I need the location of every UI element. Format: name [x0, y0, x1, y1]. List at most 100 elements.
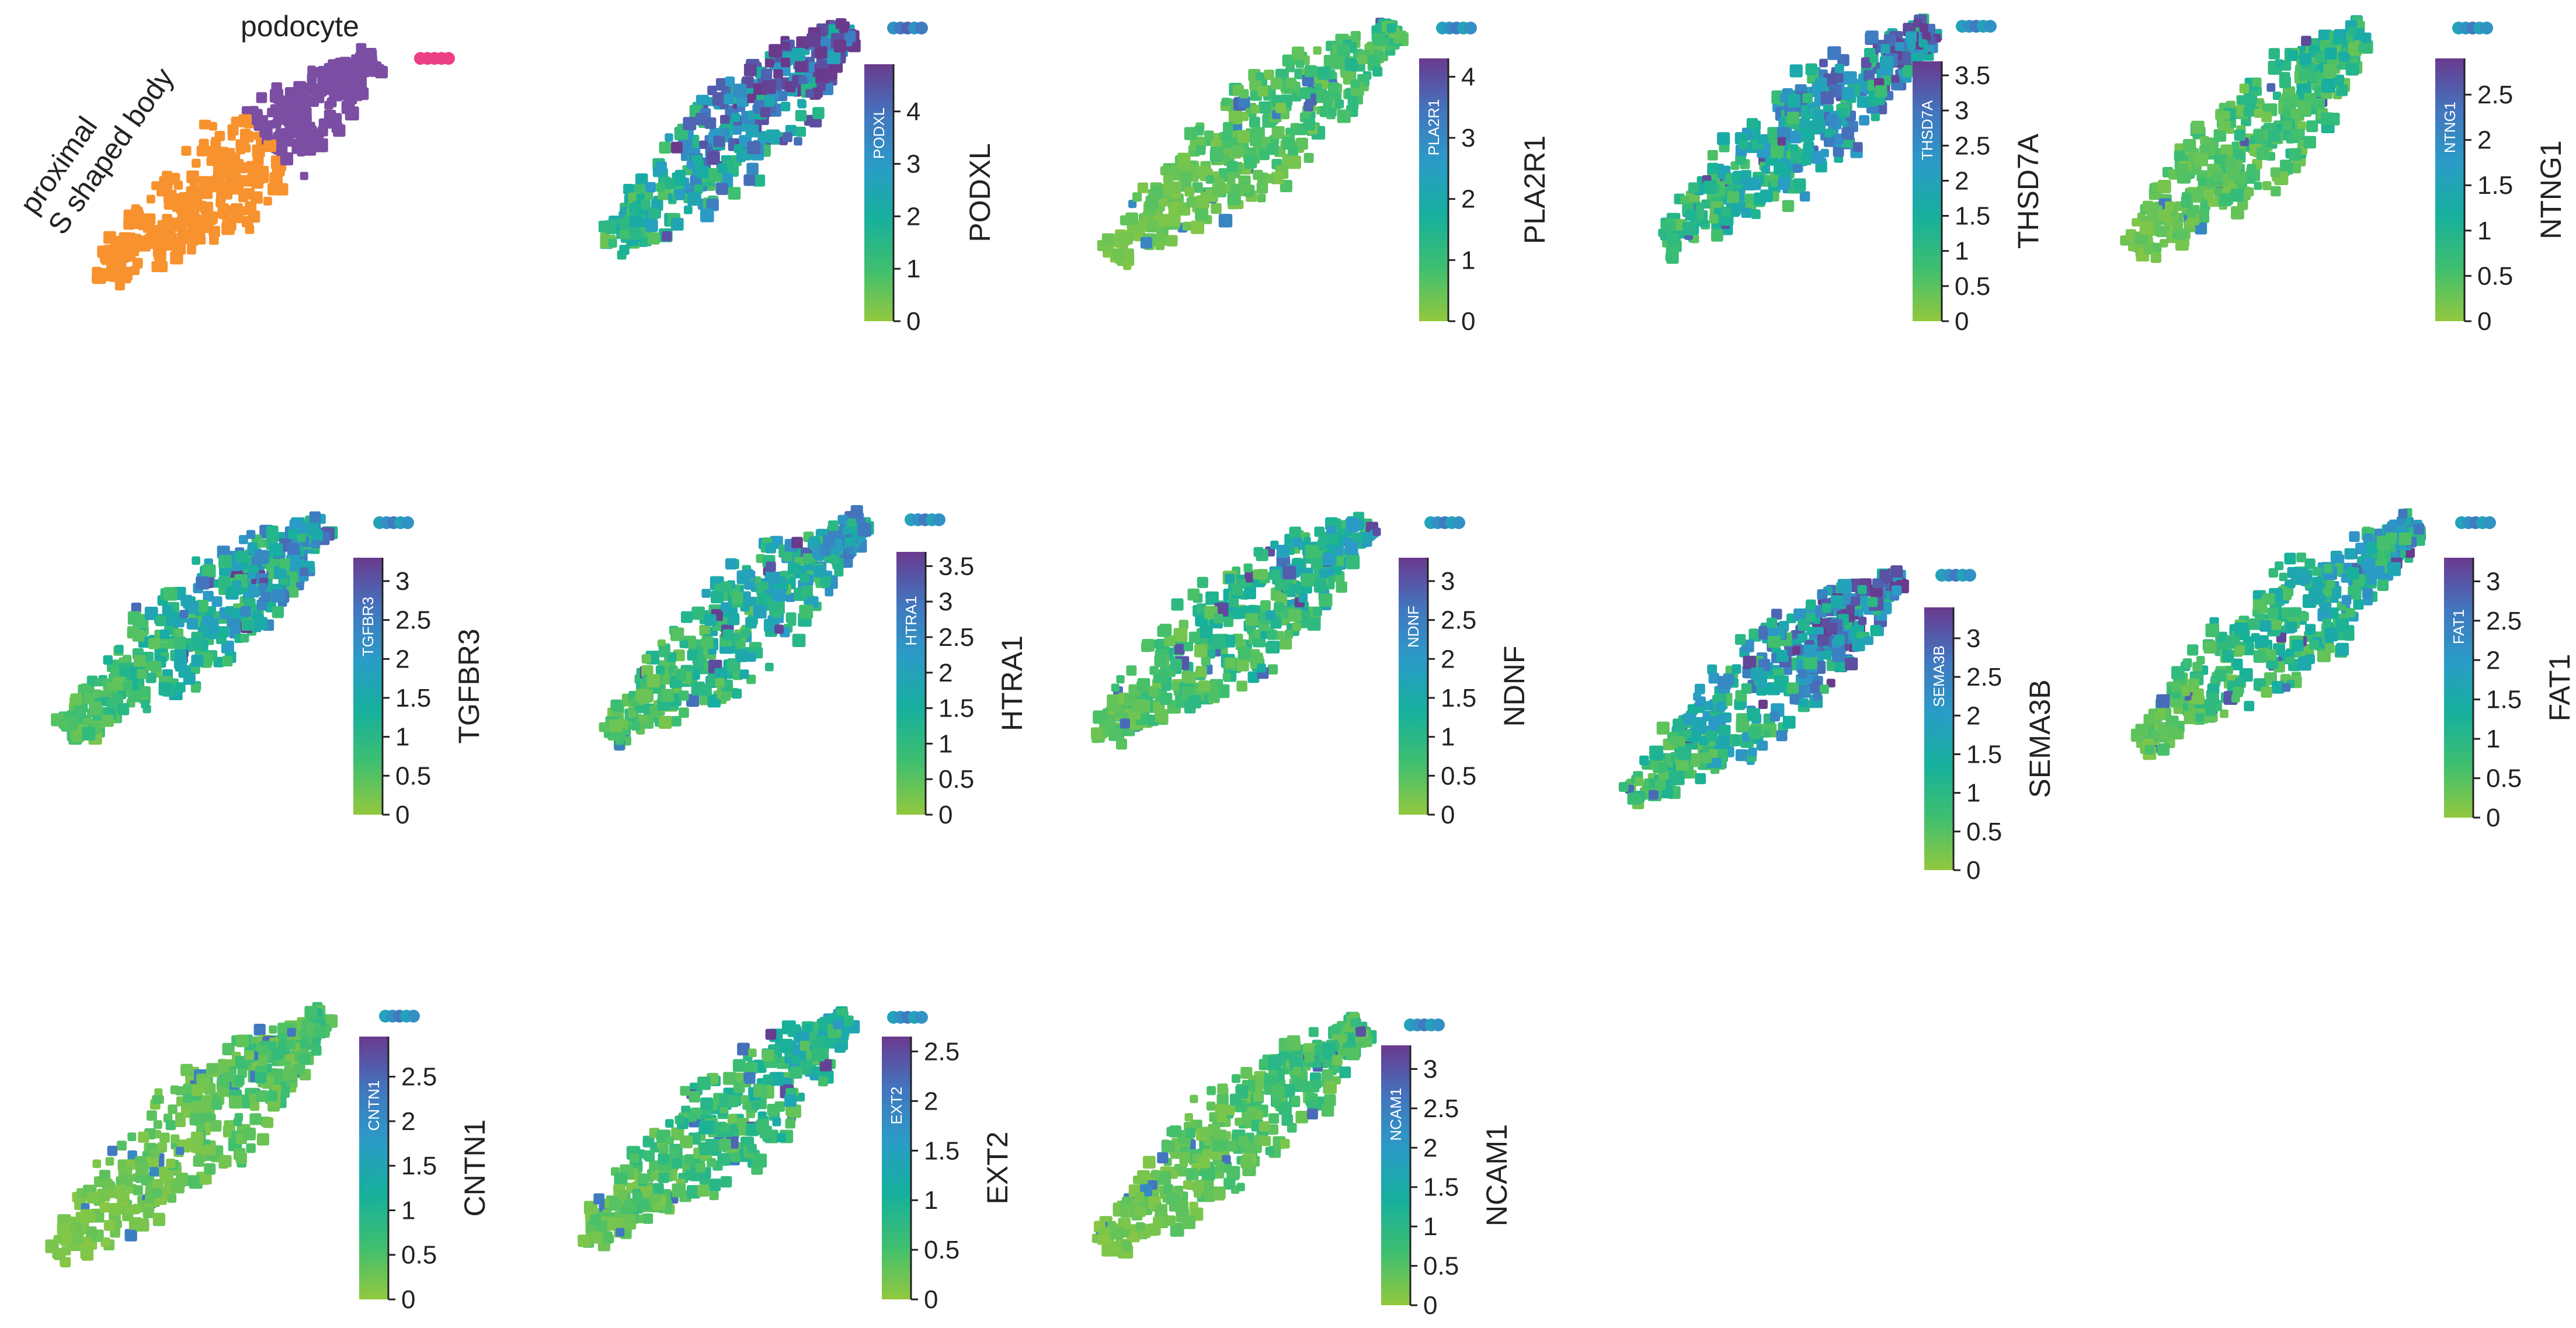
- scatter-point: [80, 1209, 95, 1223]
- colorbar-tick-label: 1.5: [401, 1152, 437, 1180]
- scatter-point: [733, 144, 743, 154]
- scatter-point: [732, 689, 742, 699]
- scatter-point: [1857, 585, 1867, 595]
- colorbar-tick-label: 1.5: [938, 694, 974, 723]
- scatter-point: [686, 161, 695, 169]
- scatter-point: [1864, 635, 1873, 645]
- scatter-point: [191, 655, 204, 667]
- scatter-point: [1699, 219, 1708, 228]
- scatter-point: [1792, 646, 1800, 655]
- scatter-point: [1452, 516, 1465, 529]
- scatter-point: [186, 228, 197, 239]
- colorbar-inner-label: TGFBR3: [359, 597, 377, 657]
- scatter-point: [701, 636, 714, 649]
- scatter-point: [200, 201, 213, 215]
- scatter-point: [1304, 65, 1317, 78]
- colorbar-tick-label: 1: [395, 723, 409, 752]
- scatter-point: [1682, 729, 1692, 738]
- scatter-point: [646, 674, 660, 688]
- scatter-point: [1226, 176, 1236, 185]
- scatter-point: [1773, 162, 1787, 175]
- scatter-point: [2174, 150, 2185, 162]
- scatter-point: [2326, 580, 2335, 589]
- scatter-point: [2279, 76, 2291, 88]
- scatter-point: [208, 623, 219, 634]
- scatter-point: [659, 141, 672, 154]
- scatter-point: [340, 85, 354, 98]
- scatter-point: [629, 203, 640, 214]
- scatter-point: [2348, 42, 2362, 56]
- colorbar-tick-label: 0: [906, 307, 920, 336]
- scatter-point: [127, 626, 140, 639]
- scatter-point: [753, 174, 766, 187]
- scatter-point: [2322, 618, 2332, 628]
- scatter-point: [683, 206, 693, 214]
- scatter-point: [815, 69, 829, 84]
- gene-label: PLA2R1: [1518, 135, 1551, 244]
- colorbar-tick-label: 2: [1955, 166, 1969, 195]
- scatter-point: [253, 1024, 266, 1036]
- scatter-point: [599, 722, 609, 732]
- scatter-point: [1204, 130, 1214, 140]
- scatter-point: [1817, 589, 1828, 600]
- scatter-point: [1284, 630, 1294, 639]
- scatter-point: [812, 547, 822, 557]
- scatter-point: [1257, 569, 1268, 580]
- scatter-point: [198, 176, 213, 190]
- scatter-point: [153, 1120, 162, 1129]
- scatter-point: [2301, 36, 2311, 46]
- scatter-point: [1791, 150, 1804, 164]
- scatter-point: [211, 596, 223, 607]
- scatter-point: [182, 213, 193, 224]
- scatter-point: [2244, 105, 2255, 117]
- detached-cluster: [1935, 569, 1976, 582]
- scatter-point: [2323, 64, 2337, 78]
- scatter-points: [1618, 565, 1909, 809]
- scatter-point: [1821, 650, 1832, 660]
- scatter-point: [233, 1117, 242, 1127]
- scatter-point: [1270, 569, 1281, 580]
- scatter-point: [1237, 96, 1250, 109]
- scatter-point: [1179, 620, 1188, 630]
- scatter-point: [113, 251, 123, 260]
- scatter-points: [599, 505, 874, 751]
- colorbar-tick-label: 2.5: [1966, 663, 2002, 691]
- scatter-point: [401, 516, 414, 529]
- scatter-point: [2253, 128, 2262, 137]
- scatter-point: [1817, 634, 1829, 646]
- scatter-point: [1282, 566, 1296, 580]
- scatter-point: [2233, 686, 2243, 697]
- scatter-point: [1128, 200, 1137, 208]
- scatter-point: [1336, 581, 1347, 593]
- scatter-point: [1748, 628, 1758, 638]
- colorbar-inner-label: HTRA1: [902, 596, 920, 645]
- scatter-point: [1834, 64, 1844, 74]
- scatter-point: [1298, 593, 1308, 603]
- scatter-point: [1774, 675, 1785, 686]
- scatter-point: [1108, 727, 1122, 741]
- scatter-point: [1803, 148, 1813, 157]
- scatter-point: [1223, 617, 1233, 627]
- colorbar-tick-label: 0.5: [938, 765, 974, 794]
- scatter-point: [1720, 206, 1731, 217]
- scatter-point: [2157, 708, 2167, 718]
- scatter-point: [609, 719, 623, 733]
- scatter-point: [798, 100, 806, 109]
- scatter-point: [2413, 524, 2425, 535]
- scatter-point: [300, 172, 308, 180]
- scatter-point: [1237, 646, 1251, 660]
- scatter-point: [2338, 51, 2348, 61]
- scatter-point: [1327, 107, 1337, 117]
- scatter-point: [314, 138, 328, 152]
- scatter-point: [815, 46, 828, 59]
- scatter-point: [294, 1063, 305, 1075]
- scatter-point: [2299, 53, 2312, 65]
- scatter-point: [1195, 145, 1206, 155]
- colorbar-tick-label: 0.5: [1955, 272, 1990, 301]
- scatter-point: [213, 182, 224, 192]
- scatter-point: [1880, 44, 1890, 54]
- scatter-point: [1831, 595, 1844, 608]
- scatter-point: [1736, 719, 1750, 733]
- scatter-point: [787, 617, 797, 626]
- scatter-point: [211, 137, 220, 145]
